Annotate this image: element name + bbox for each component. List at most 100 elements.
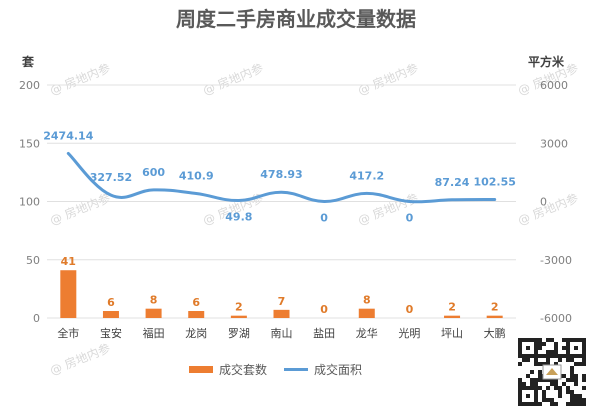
line-data-label: 478.93 — [260, 168, 302, 181]
line-data-label: 0 — [406, 212, 414, 225]
qr-module — [570, 378, 574, 382]
bar — [444, 315, 461, 318]
watermark-text: @ 房地内参 — [48, 190, 113, 228]
qr-module — [542, 362, 546, 366]
qr-module — [526, 374, 530, 378]
qr-module — [566, 358, 570, 362]
qr-module — [570, 402, 574, 406]
chart-title: 周度二手房商业成交量数据 — [176, 7, 416, 31]
left-tick-label: 200 — [19, 79, 40, 92]
legend-bar-label: 成交套数 — [219, 362, 267, 377]
bar-data-label: 0 — [320, 303, 328, 316]
qr-module — [554, 362, 558, 366]
bar-data-label: 8 — [150, 294, 158, 307]
bar — [102, 311, 119, 318]
qr-module — [578, 362, 582, 366]
qr-module — [538, 374, 542, 378]
left-axis-unit: 套 — [21, 54, 35, 69]
qr-module — [574, 374, 578, 378]
qr-module — [574, 398, 578, 402]
category-label: 福田 — [143, 326, 165, 340]
line-data-label: 600 — [142, 166, 165, 179]
line-data-label: 87.24 — [435, 176, 470, 189]
qr-module — [542, 398, 546, 402]
qr-module — [550, 378, 554, 382]
category-label: 龙华 — [356, 326, 378, 340]
qr-module — [534, 378, 538, 382]
qr-module — [518, 378, 522, 382]
qr-module — [546, 378, 550, 382]
line-data-label: 102.55 — [473, 176, 515, 189]
qr-module — [554, 354, 558, 358]
grid-lines — [47, 84, 516, 319]
right-tick-label: 0 — [540, 196, 547, 209]
qr-module — [558, 390, 562, 394]
bar-data-label: 6 — [192, 296, 200, 309]
qr-module — [562, 374, 566, 378]
right-tick-label: -6000 — [540, 312, 572, 325]
qr-module — [550, 354, 554, 358]
qr-module — [574, 394, 578, 398]
left-tick-label: 50 — [26, 254, 40, 267]
line-data-label: 49.8 — [225, 211, 252, 224]
qr-module — [530, 382, 534, 386]
qr-module — [566, 378, 570, 382]
qr-module — [546, 350, 550, 354]
qr-module — [542, 378, 546, 382]
qr-module — [542, 342, 546, 346]
bar — [358, 308, 375, 318]
line-data-label: 410.9 — [179, 170, 214, 183]
qr-module — [542, 390, 546, 394]
category-label: 南山 — [271, 327, 293, 340]
qr-module — [558, 354, 562, 358]
watermark-text: @ 房地内参 — [48, 340, 113, 378]
bar-data-label: 7 — [278, 295, 286, 308]
qr-module — [570, 394, 574, 398]
legend-line-label: 成交面积 — [314, 362, 362, 377]
qr-logo-house-icon — [546, 368, 558, 375]
qr-module — [574, 382, 578, 386]
qr-module — [518, 362, 522, 366]
qr-module — [550, 338, 554, 342]
right-tick-label: 6000 — [540, 79, 568, 92]
qr-module — [566, 386, 570, 390]
qr-module — [554, 346, 558, 350]
qr-module — [522, 358, 526, 362]
qr-finder-core — [526, 346, 530, 350]
qr-module — [542, 394, 546, 398]
qr-module — [526, 358, 530, 362]
qr-module — [546, 386, 550, 390]
qr-module — [546, 398, 550, 402]
legend-bar-swatch — [189, 366, 213, 373]
bar-data-label: 0 — [406, 303, 414, 316]
line-path — [66, 151, 497, 204]
watermark-text: @ 房地内参 — [516, 190, 581, 228]
qr-module — [530, 370, 534, 374]
qr-module — [538, 362, 542, 366]
watermark-text: @ 房地内参 — [48, 60, 113, 98]
qr-module — [554, 378, 558, 382]
qr-module — [558, 394, 562, 398]
qr-module — [562, 382, 566, 386]
left-tick-label: 0 — [33, 312, 40, 325]
category-label: 大鹏 — [484, 326, 506, 340]
qr-module — [554, 402, 558, 406]
qr-module — [582, 362, 586, 366]
line-data-label: 417.2 — [349, 169, 384, 182]
left-tick-label: 100 — [19, 196, 40, 209]
qr-module — [546, 338, 550, 342]
qr-module — [534, 358, 538, 362]
qr-module — [570, 398, 574, 402]
qr-module — [562, 338, 566, 342]
qr-code — [518, 338, 586, 406]
qr-module — [530, 378, 534, 382]
qr-module — [518, 382, 522, 386]
qr-finder-core — [526, 394, 530, 398]
category-label: 龙岗 — [185, 327, 207, 340]
category-label: 盐田 — [313, 327, 335, 340]
qr-module — [582, 402, 586, 406]
category-label: 全市 — [57, 326, 79, 340]
qr-module — [582, 374, 586, 378]
qr-module — [570, 374, 574, 378]
qr-module — [538, 402, 542, 406]
